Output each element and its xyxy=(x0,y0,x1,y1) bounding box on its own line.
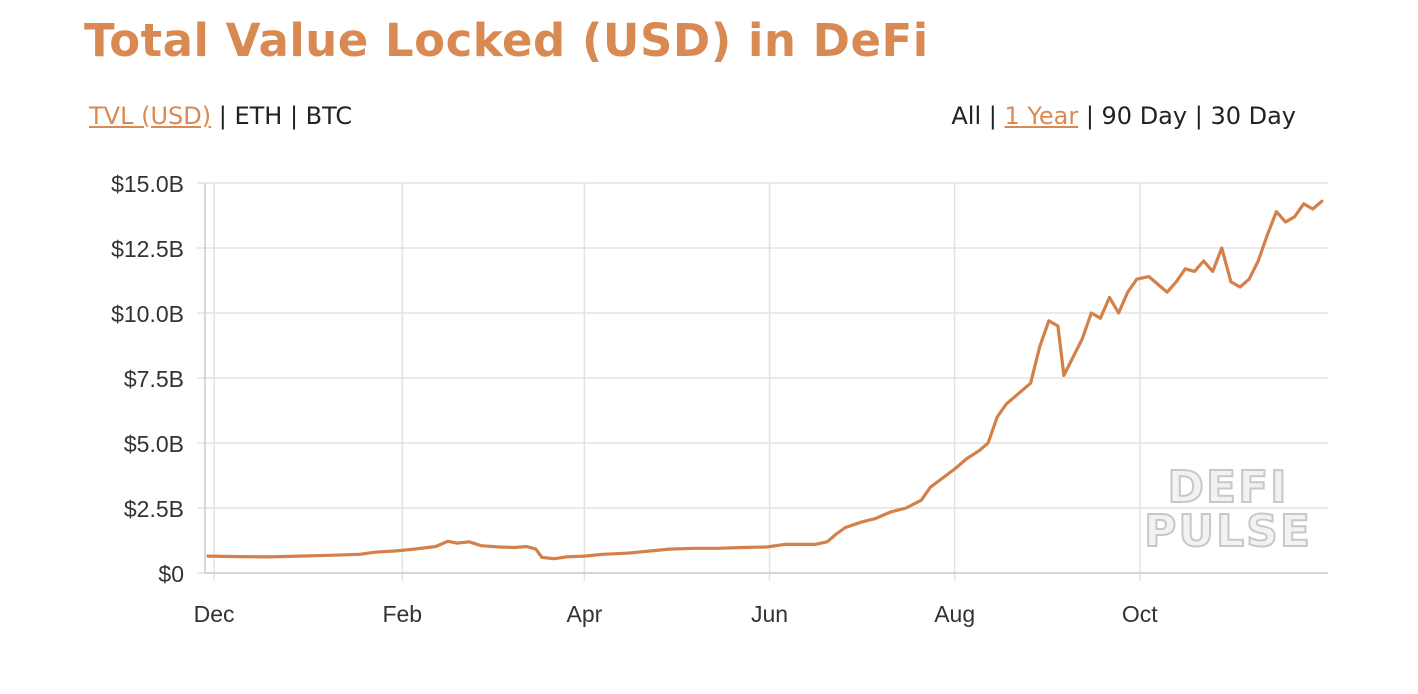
range-separator: | xyxy=(1187,102,1211,130)
range-option-90-day[interactable]: 90 Day xyxy=(1101,102,1188,130)
x-tick-label: Dec xyxy=(194,601,235,627)
watermark-line1: DEFI xyxy=(1167,462,1288,513)
y-tick-label: $12.5B xyxy=(111,236,184,262)
range-option-30-day[interactable]: 30 Day xyxy=(1210,102,1296,130)
metric-separator: | xyxy=(211,102,235,130)
range-toggle-group: All | 1 Year | 90 Day | 30 Day xyxy=(951,102,1296,130)
series-line-tvl xyxy=(206,199,1324,561)
metric-toggle-group: TVL (USD) | ETH | BTC xyxy=(89,102,352,130)
y-tick-label: $5.0B xyxy=(124,431,184,457)
x-tick-label: Oct xyxy=(1122,601,1158,627)
x-tick-label: Aug xyxy=(934,601,975,627)
x-tick-label: Apr xyxy=(566,601,602,627)
metric-option-eth[interactable]: ETH xyxy=(234,102,283,130)
range-separator: | xyxy=(981,102,1005,130)
range-option-1-year[interactable]: 1 Year xyxy=(1004,102,1079,130)
y-tick-label: $2.5B xyxy=(124,496,184,522)
y-tick-label: $10.0B xyxy=(111,301,184,327)
y-tick-label: $15.0B xyxy=(111,171,184,197)
metric-option-tvl-usd[interactable]: TVL (USD) xyxy=(89,102,212,130)
y-tick-label: $7.5B xyxy=(124,366,184,392)
watermark-line2: PULSE xyxy=(1144,506,1312,557)
range-option-all[interactable]: All xyxy=(951,102,982,130)
x-tick-label: Feb xyxy=(382,601,422,627)
x-tick-label: Jun xyxy=(751,601,788,627)
range-separator: | xyxy=(1078,102,1102,130)
metric-option-btc[interactable]: BTC xyxy=(305,102,353,130)
y-tick-label: $0 xyxy=(158,561,184,587)
page-title: Total Value Locked (USD) in DeFi xyxy=(84,14,929,67)
metric-separator: | xyxy=(282,102,306,130)
